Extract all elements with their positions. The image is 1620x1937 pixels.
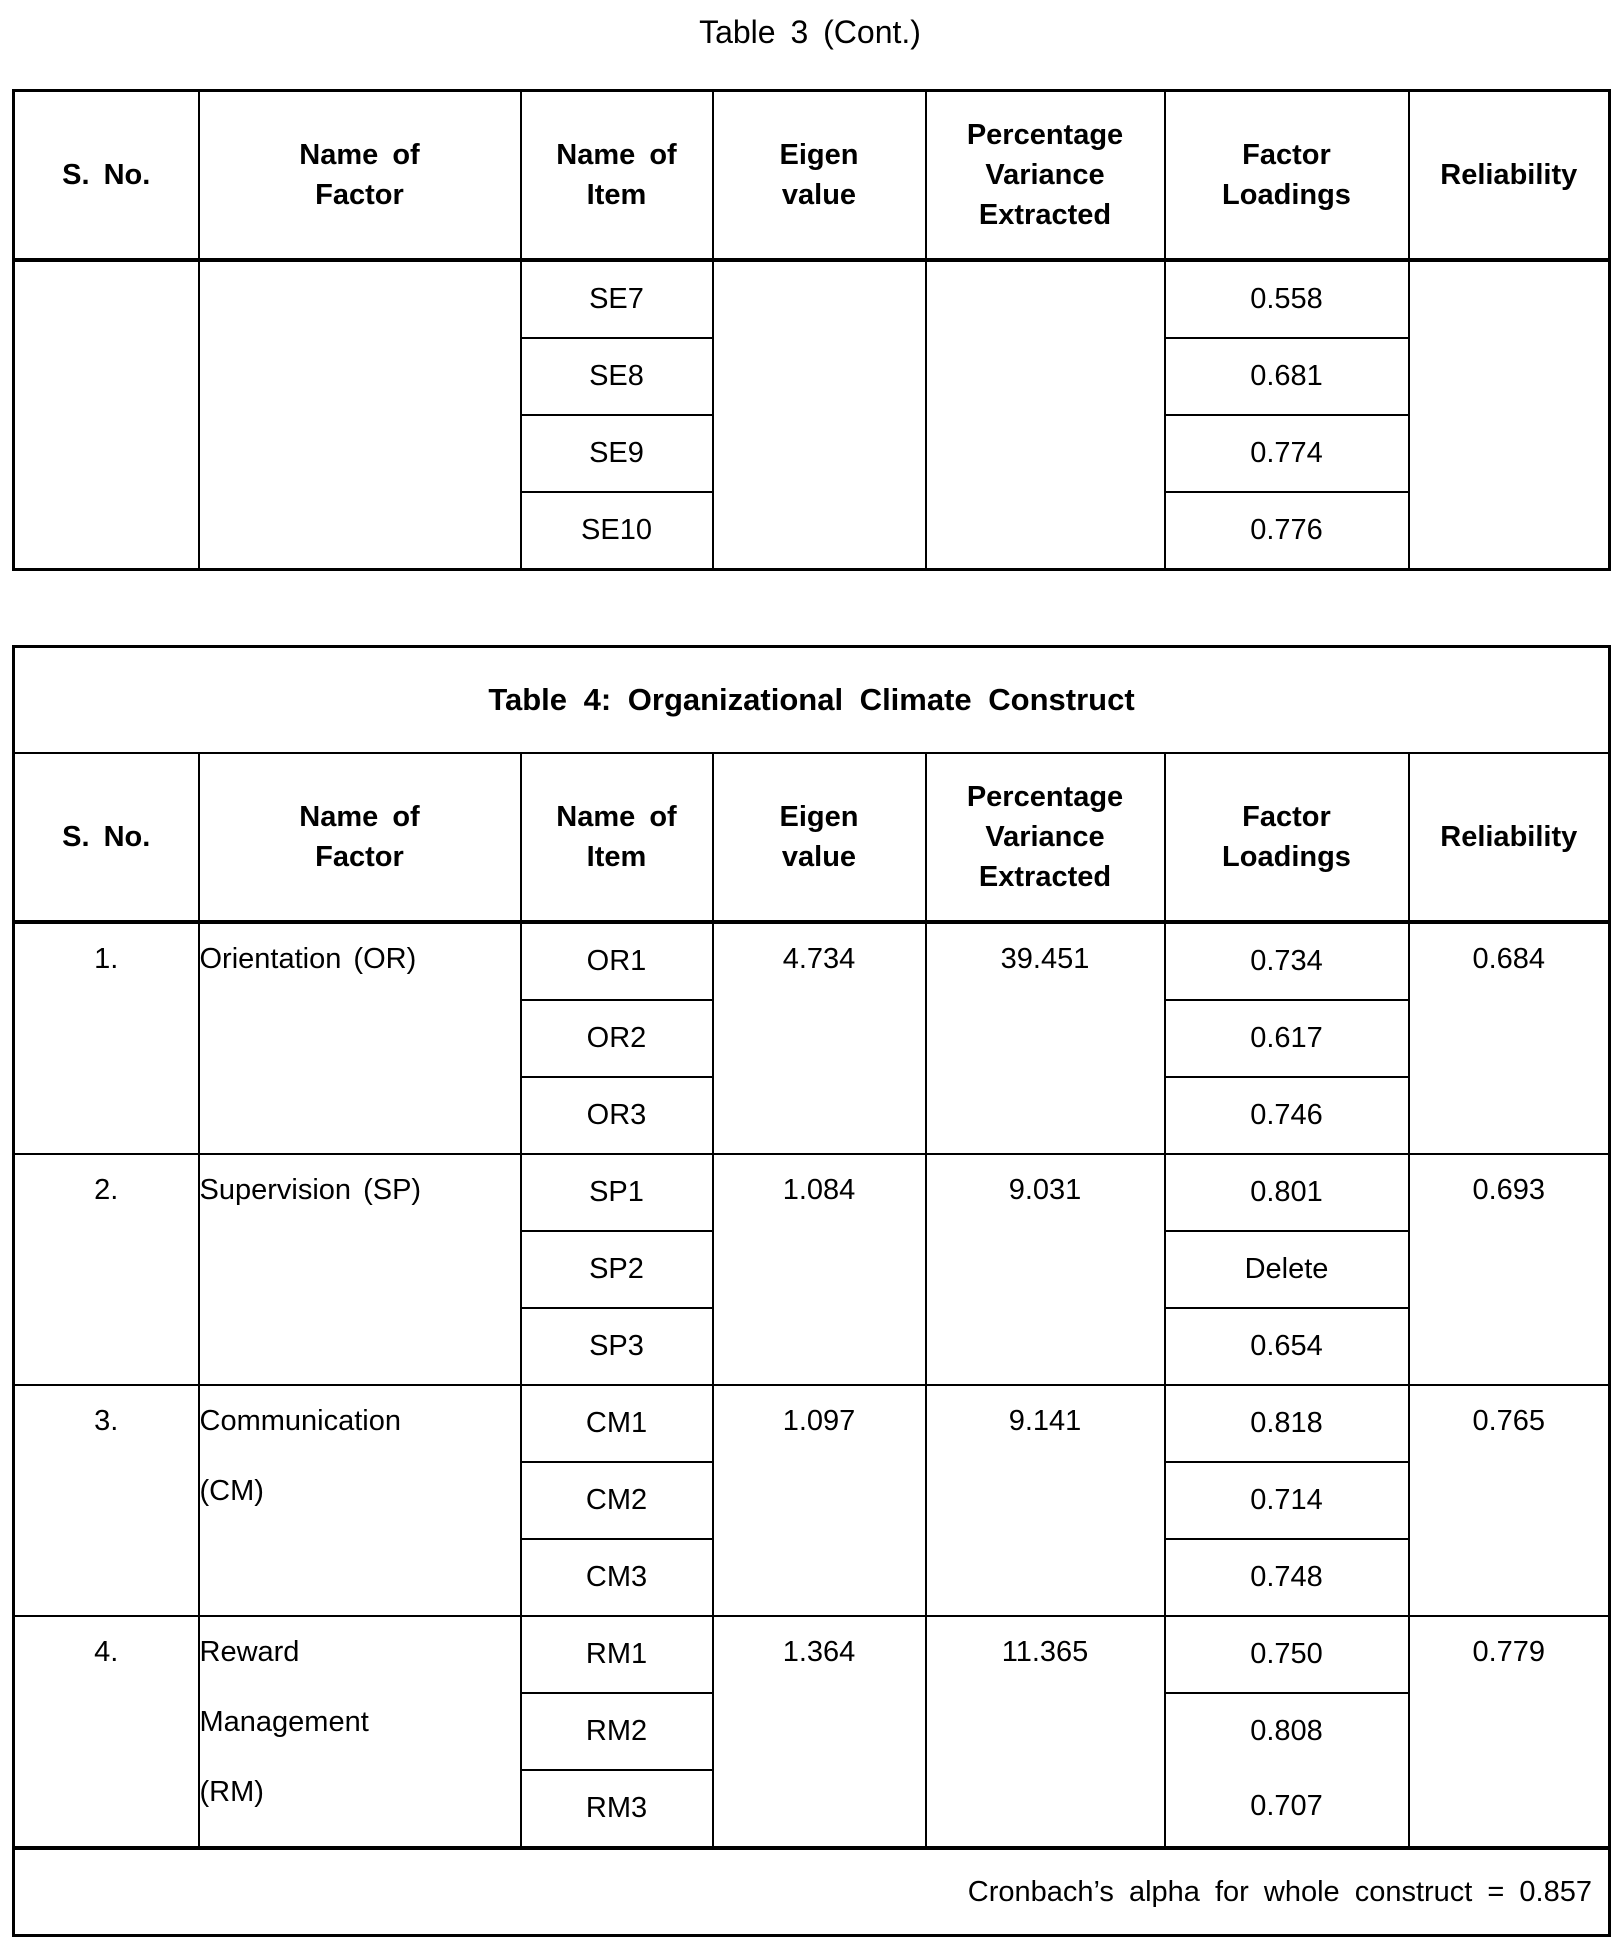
factor-loading-cell: Delete — [1163, 1230, 1410, 1309]
factor-loading-cell: 0.748 — [1163, 1538, 1410, 1617]
item-cell: OR3 — [519, 1076, 714, 1155]
item-cell: SE10 — [519, 491, 714, 571]
table4-footer-row: Cronbach’s alpha for whole construct = 0… — [12, 1846, 1611, 1937]
eigen-value-cell: 1.084 — [711, 1153, 927, 1386]
item-cell: CM2 — [519, 1461, 714, 1540]
column-header-eigen: Eigen value — [711, 89, 927, 262]
column-header-loadings: Factor Loadings — [1163, 752, 1410, 924]
item-cell: SE8 — [519, 337, 714, 416]
eigen-value-cell: 1.364 — [711, 1615, 927, 1849]
item-cell: SP1 — [519, 1153, 714, 1232]
table-row: OR2 0.617 — [14, 999, 1610, 1078]
table-row: SE8 0.681 — [14, 337, 1610, 416]
reliability-cell: 0.693 — [1407, 1153, 1611, 1386]
factor-loading-cell: 0.707 — [1250, 1790, 1323, 1822]
table4-title: Table 4: Organizational Climate Construc… — [12, 645, 1611, 754]
column-header-reliability: Reliability — [1407, 89, 1611, 262]
sno-cell: 2. — [12, 1153, 200, 1386]
item-cell: CM1 — [519, 1384, 714, 1463]
table-row: SP2 Delete — [14, 1230, 1610, 1309]
variance-cell: 39.451 — [924, 921, 1166, 1155]
page-title: Table 3 (Cont.) — [699, 14, 921, 50]
column-header-variance: Percentage Variance Extracted — [924, 89, 1166, 262]
item-cell: SP3 — [519, 1307, 714, 1386]
item-cell: SE7 — [519, 259, 714, 339]
table-row: CM2 0.714 — [14, 1461, 1610, 1540]
reliability-cell: 0.765 — [1407, 1384, 1611, 1617]
factor-name-cell: Communication (CM) — [197, 1384, 522, 1617]
factor-name-cell: Supervision (SP) — [197, 1153, 522, 1386]
table4-header-row: S. No. Name of Factor Name of Item Eigen… — [12, 752, 1611, 924]
factor-loading-cell: 0.774 — [1163, 414, 1410, 493]
table-row: RM3 — [14, 1769, 1610, 1849]
column-header-eigen: Eigen value — [711, 752, 927, 924]
table4-title-row: Table 4: Organizational Climate Construc… — [12, 645, 1611, 754]
factor-name-cell: Reward Management (RM) — [197, 1615, 522, 1849]
table4: Table 4: Organizational Climate Construc… — [12, 645, 1611, 1937]
column-header-item: Name of Item — [519, 752, 714, 924]
column-header-factor: Name of Factor — [197, 89, 522, 262]
factor-loading-cell: 0.776 — [1163, 491, 1410, 571]
factor-name-cell: Orientation (OR) — [197, 921, 522, 1155]
variance-cell-empty — [924, 259, 1166, 571]
eigen-value-cell: 1.097 — [711, 1384, 927, 1617]
column-header-factor: Name of Factor — [197, 752, 522, 924]
reliability-cell: 0.779 — [1407, 1615, 1611, 1849]
variance-cell: 9.141 — [924, 1384, 1166, 1617]
item-cell: RM1 — [519, 1615, 714, 1694]
reliability-cell-empty — [1407, 259, 1611, 571]
factor-loading-cell: 0.801 — [1163, 1153, 1410, 1232]
item-cell: RM2 — [519, 1692, 714, 1771]
table-row: SE9 0.774 — [14, 414, 1610, 493]
sno-cell-empty — [12, 259, 200, 571]
sno-cell: 3. — [12, 1384, 200, 1617]
column-header-loadings: Factor Loadings — [1163, 89, 1410, 262]
factor-loading-cell: 0.750 — [1163, 1615, 1410, 1694]
factor-loading-cell: 0.654 — [1163, 1307, 1410, 1386]
table-row: 4. Reward Management (RM) RM1 1.364 11.3… — [12, 1615, 1611, 1849]
factor-loading-cell: 0.714 — [1163, 1461, 1410, 1540]
factor-loading-cell: 0.808 — [1250, 1715, 1323, 1747]
item-cell: OR2 — [519, 999, 714, 1078]
item-cell: CM3 — [519, 1538, 714, 1617]
item-cell: OR1 — [519, 921, 714, 1001]
column-header-variance: Percentage Variance Extracted — [924, 752, 1166, 924]
table-row: 1. Orientation (OR) OR1 4.734 39.451 0.7… — [12, 921, 1611, 1155]
item-cell: RM3 — [519, 1769, 714, 1849]
sno-cell: 4. — [12, 1615, 200, 1849]
column-header-sno: S. No. — [12, 89, 200, 262]
table3-cont: S. No. Name of Factor Name of Item Eigen… — [12, 89, 1611, 571]
factor-loading-merged-cell: 0.808 0.707 — [1163, 1692, 1410, 1849]
table-row: OR3 0.746 — [14, 1076, 1610, 1155]
eigen-value-cell-empty — [711, 259, 927, 571]
factor-name-cell-empty — [197, 259, 522, 571]
item-cell: SE9 — [519, 414, 714, 493]
column-header-item: Name of Item — [519, 89, 714, 262]
variance-cell: 9.031 — [924, 1153, 1166, 1386]
table-row: SP3 0.654 — [14, 1307, 1610, 1386]
table-row: CM3 0.748 — [14, 1538, 1610, 1617]
factor-loading-cell: 0.681 — [1163, 337, 1410, 416]
column-header-reliability: Reliability — [1407, 752, 1611, 924]
table-row: 2. Supervision (SP) SP1 1.084 9.031 0.80… — [12, 1153, 1611, 1386]
cronbach-alpha-note: Cronbach’s alpha for whole construct = 0… — [12, 1846, 1611, 1937]
reliability-cell: 0.684 — [1407, 921, 1611, 1155]
factor-loading-cell: 0.746 — [1163, 1076, 1410, 1155]
table-row: SE10 0.776 — [14, 491, 1610, 571]
column-header-sno: S. No. — [12, 752, 200, 924]
factor-loading-cell: 0.734 — [1163, 921, 1410, 1001]
factor-loading-cell: 0.818 — [1163, 1384, 1410, 1463]
factor-loading-cell: 0.617 — [1163, 999, 1410, 1078]
item-cell: SP2 — [519, 1230, 714, 1309]
eigen-value-cell: 4.734 — [711, 921, 927, 1155]
table-row: SE7 0.558 — [12, 259, 1611, 571]
table-row: 3. Communication (CM) CM1 1.097 9.141 0.… — [12, 1384, 1611, 1617]
variance-cell: 11.365 — [924, 1615, 1166, 1849]
table-row: RM2 0.808 0.707 — [14, 1692, 1610, 1849]
factor-loading-cell: 0.558 — [1163, 259, 1410, 339]
table3-header-row: S. No. Name of Factor Name of Item Eigen… — [12, 89, 1611, 262]
sno-cell: 1. — [12, 921, 200, 1155]
